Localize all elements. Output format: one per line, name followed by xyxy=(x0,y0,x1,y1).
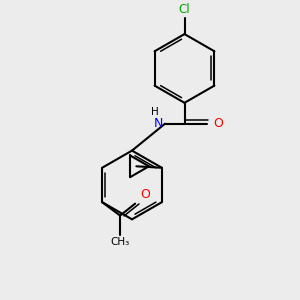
Text: CH₃: CH₃ xyxy=(110,237,130,248)
Text: N: N xyxy=(154,117,164,130)
Text: Cl: Cl xyxy=(179,4,190,16)
Text: H: H xyxy=(151,107,158,117)
Text: O: O xyxy=(140,188,150,201)
Text: O: O xyxy=(214,117,224,130)
